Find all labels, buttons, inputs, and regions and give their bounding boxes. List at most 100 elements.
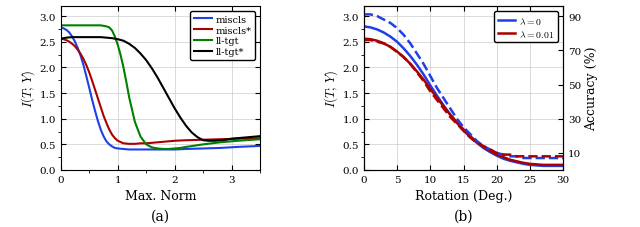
Legend: miscls, miscls*, ll-tgt, ll-tgt*: miscls, miscls*, ll-tgt, ll-tgt* — [190, 12, 255, 61]
ll-tgt — [216, 141, 224, 144]
miscls* — [125, 143, 133, 146]
miscls — [86, 87, 93, 90]
ll-tgt* — [57, 38, 65, 41]
ll-tgt* — [60, 38, 67, 40]
miscls* — [88, 80, 96, 83]
miscls* — [120, 142, 127, 145]
miscls* — [86, 72, 93, 74]
ll-tgt* — [114, 39, 122, 41]
miscls — [74, 48, 82, 51]
ll-tgt* — [102, 37, 110, 40]
ll-tgt — [143, 143, 150, 146]
miscls — [102, 140, 110, 143]
miscls* — [106, 128, 113, 131]
ll-tgt — [131, 121, 139, 123]
ll-tgt — [171, 148, 179, 150]
miscls — [100, 135, 108, 138]
ll-tgt — [137, 136, 145, 138]
miscls — [154, 148, 161, 151]
miscls* — [171, 140, 179, 143]
miscls — [94, 120, 102, 123]
miscls* — [74, 49, 82, 52]
ll-tgt* — [159, 87, 167, 90]
miscls — [106, 143, 113, 146]
Line: miscls: miscls — [61, 28, 260, 150]
miscls* — [143, 142, 150, 145]
ll-tgt — [74, 25, 82, 28]
Text: (a): (a) — [151, 208, 170, 222]
ll-tgt — [154, 148, 161, 150]
ll-tgt — [122, 81, 130, 84]
ll-tgt* — [148, 68, 156, 70]
miscls* — [154, 141, 161, 144]
ll-tgt — [106, 27, 113, 30]
miscls* — [97, 106, 104, 109]
Line: miscls*: miscls* — [61, 39, 260, 144]
miscls* — [60, 39, 67, 41]
miscls* — [114, 140, 122, 143]
miscls* — [182, 139, 190, 142]
miscls — [60, 28, 67, 31]
ll-tgt* — [165, 97, 173, 100]
ll-tgt — [57, 25, 65, 28]
miscls — [143, 148, 150, 151]
miscls* — [200, 139, 207, 141]
Line: ll-tgt: ll-tgt — [61, 26, 260, 149]
ll-tgt* — [228, 138, 236, 141]
miscls* — [216, 138, 224, 141]
miscls — [257, 145, 264, 148]
ll-tgt — [116, 54, 124, 57]
ll-tgt* — [188, 132, 196, 134]
ll-tgt* — [222, 139, 230, 141]
ll-tgt — [120, 67, 127, 69]
ll-tgt — [182, 146, 190, 149]
ll-tgt — [68, 25, 76, 28]
miscls* — [83, 65, 90, 67]
Line: ll-tgt*: ll-tgt* — [61, 38, 260, 141]
miscls — [148, 148, 156, 151]
miscls* — [94, 97, 102, 100]
ll-tgt — [234, 140, 241, 143]
miscls* — [63, 40, 70, 42]
miscls — [114, 148, 122, 150]
ll-tgt* — [154, 77, 161, 80]
miscls — [200, 148, 207, 150]
miscls — [120, 148, 127, 151]
Y-axis label: $I(T;\,Y)$: $I(T;\,Y)$ — [322, 70, 340, 107]
Text: (b): (b) — [454, 208, 474, 222]
miscls* — [80, 59, 88, 61]
ll-tgt — [60, 25, 67, 28]
ll-tgt* — [245, 136, 253, 139]
miscls* — [148, 142, 156, 145]
ll-tgt* — [108, 38, 116, 40]
miscls — [71, 41, 79, 44]
miscls* — [108, 134, 116, 136]
miscls — [108, 146, 116, 148]
miscls — [65, 32, 73, 35]
ll-tgt* — [80, 37, 88, 39]
miscls — [125, 148, 133, 151]
Legend: $\lambda = 0$, $\lambda = 0.01$: $\lambda = 0$, $\lambda = 0.01$ — [494, 12, 558, 43]
miscls — [216, 147, 224, 150]
ll-tgt* — [239, 137, 247, 139]
ll-tgt — [91, 25, 99, 28]
miscls — [57, 27, 65, 30]
ll-tgt — [177, 147, 184, 150]
miscls* — [257, 137, 264, 140]
miscls — [234, 146, 241, 149]
miscls — [63, 30, 70, 32]
ll-tgt* — [182, 125, 190, 128]
miscls* — [131, 143, 139, 146]
miscls* — [102, 122, 110, 125]
ll-tgt* — [205, 140, 212, 143]
miscls — [83, 76, 90, 79]
miscls — [77, 56, 84, 58]
miscls* — [68, 43, 76, 46]
miscls* — [91, 89, 99, 91]
ll-tgt* — [63, 37, 70, 40]
miscls — [88, 99, 96, 102]
miscls* — [100, 115, 108, 118]
miscls — [68, 36, 76, 39]
ll-tgt* — [86, 37, 93, 39]
ll-tgt* — [211, 140, 218, 143]
